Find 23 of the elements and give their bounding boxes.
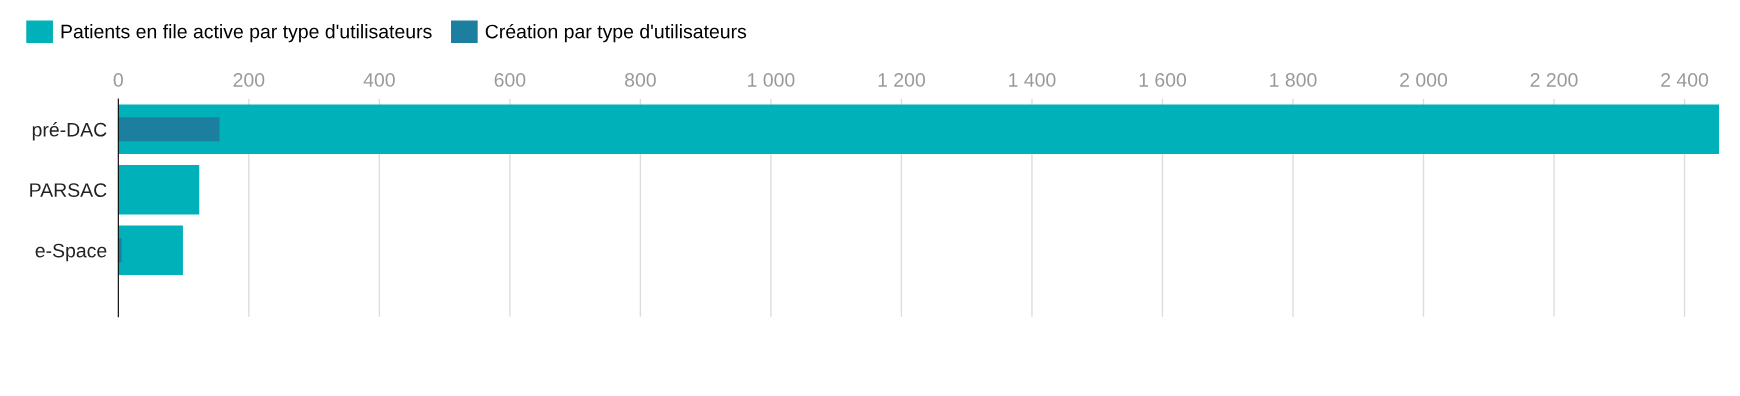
y-tick-label: PARSAC [30,183,107,197]
x-tick-label: 1 000 [748,73,795,87]
bar [118,117,220,142]
bar [118,104,1720,155]
bar [118,225,183,276]
y-tick-label: pré-DAC [32,122,107,141]
x-tick-label: 0 [113,73,123,87]
x-tick-label: 1 200 [878,73,925,87]
bar [118,164,200,215]
legend-label: Patients en file active par type d'utilisateurs [61,24,432,43]
x-tick-label: 1 800 [1270,73,1317,87]
bar [118,238,122,263]
x-tick-label: 200 [233,73,265,87]
x-tick-label: 2 200 [1530,73,1578,87]
x-tick-label: 2 400 [1661,73,1709,87]
y-tick-label: e-Space [35,243,107,262]
legend-label: Création par type d'utilisateurs [485,23,747,43]
x-tick-label: 1 400 [1009,73,1056,87]
x-tick-label: 1 600 [1139,73,1187,87]
x-tick-label: 800 [625,73,656,87]
x-tick-label: 2 000 [1400,73,1448,87]
x-tick-label: 600 [494,73,526,87]
x-tick-label: 400 [363,73,395,87]
